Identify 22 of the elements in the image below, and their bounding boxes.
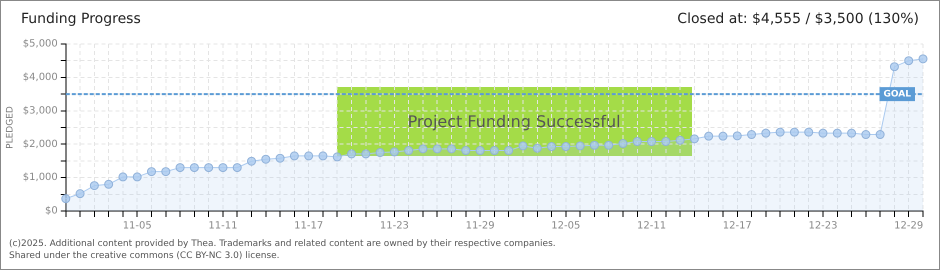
ref-line-label: GOAL xyxy=(884,89,912,100)
x-tick-label: 12-17 xyxy=(722,220,752,232)
x-tick-label: 12-11 xyxy=(637,220,666,232)
x-tick-label: 11-23 xyxy=(380,220,409,232)
text: (c)2025. Additional content provided by Thea. Trademarks and related content are owned by their respective companies. xyxy=(9,238,557,250)
x-tick-label: 12-23 xyxy=(808,220,838,232)
y-tick-label: $3,000 xyxy=(22,105,58,116)
chart-subtitle: Closed at: $4,555 / $3,500 (130%) xyxy=(677,11,919,29)
x-tick-label: 12-05 xyxy=(551,220,580,232)
x-tick-label: 12-29 xyxy=(894,220,924,232)
x-tick-label: 11-05 xyxy=(122,220,152,232)
y-tick-label: $1,000 xyxy=(22,172,58,184)
y-axis-title: PLEDGED xyxy=(6,106,16,149)
chart-title: Funding Progress xyxy=(21,11,141,29)
y-tick-label: $2,000 xyxy=(22,138,58,150)
x-tick-label: 11-17 xyxy=(294,220,324,232)
text: Shared under the creative commons (CC BY-NC 3.0) license. xyxy=(9,250,281,262)
y-tick-label: $5,000 xyxy=(22,38,58,50)
y-tick-label: $4,000 xyxy=(22,72,58,83)
x-tick-label: 11-29 xyxy=(466,220,495,232)
x-tick-label: 11-11 xyxy=(208,220,238,232)
y-tick-label: $0 xyxy=(45,206,58,217)
